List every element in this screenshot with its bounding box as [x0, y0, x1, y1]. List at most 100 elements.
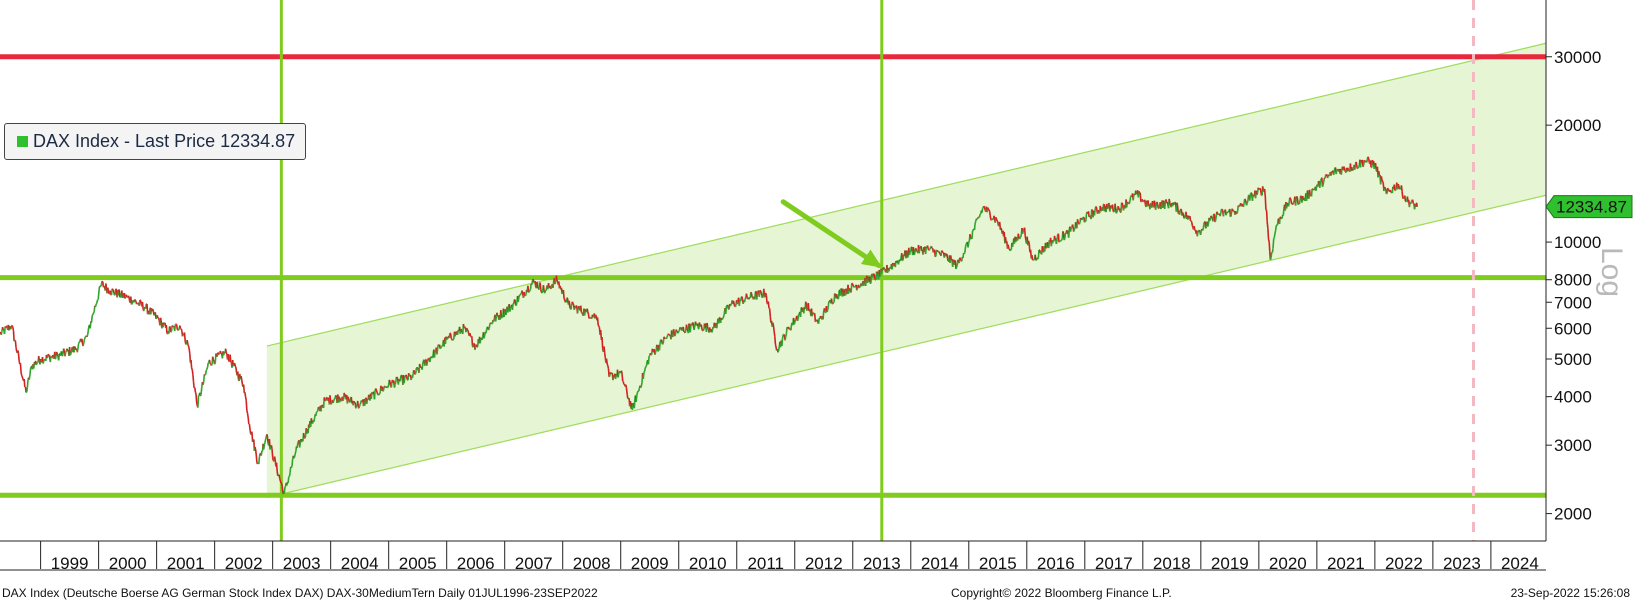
price-segment	[183, 332, 186, 342]
log-scale-label: Log	[1595, 247, 1628, 297]
price-segment	[532, 278, 535, 283]
price-segment	[1106, 207, 1109, 210]
price-segment	[452, 338, 455, 341]
price-segment	[651, 348, 654, 352]
price-segment	[63, 348, 66, 354]
price-segment	[822, 309, 825, 320]
price-segment	[263, 442, 266, 445]
price-segment	[790, 324, 793, 331]
x-tick-label: 2024	[1501, 554, 1539, 573]
price-segment	[781, 338, 784, 347]
price-segment	[95, 302, 98, 305]
price-segment	[92, 311, 95, 314]
price-segment	[793, 322, 796, 325]
price-segment	[707, 327, 709, 330]
price-segment	[509, 306, 512, 312]
price-segment	[817, 317, 820, 324]
price-segment	[978, 213, 981, 218]
price-segment	[1060, 238, 1064, 241]
x-tick-label: 2011	[747, 554, 784, 573]
price-segment	[168, 326, 171, 334]
price-segment	[61, 350, 64, 357]
price-segment	[520, 292, 523, 295]
price-segment	[603, 352, 607, 358]
price-segment	[427, 357, 430, 360]
price-segment	[1019, 233, 1023, 238]
price-segment	[743, 299, 746, 303]
price-segment	[899, 256, 902, 262]
price-segment	[408, 374, 411, 377]
price-segment	[1263, 188, 1267, 197]
y-axis-ticks: 2000 3000 4000 5000 6000 7000 8000 10000 20000 30…	[1546, 48, 1601, 524]
x-tick-label: 2001	[167, 554, 205, 573]
y-tick-label: 10000	[1554, 233, 1601, 252]
price-segment	[774, 343, 777, 348]
price-segment	[784, 333, 788, 337]
price-segment	[213, 362, 217, 365]
price-segment	[555, 275, 558, 280]
price-segment	[913, 253, 916, 256]
price-segment	[1094, 206, 1097, 211]
price-segment	[1317, 180, 1320, 183]
price-segment	[1007, 244, 1010, 249]
price-segment	[1183, 215, 1187, 219]
price-segment	[271, 457, 275, 461]
price-segment	[264, 439, 267, 443]
price-segment	[545, 287, 548, 291]
price-segment	[991, 218, 994, 220]
x-tick-label: 2002	[225, 554, 263, 573]
price-segment	[722, 315, 725, 319]
price-segment	[774, 336, 777, 345]
price-segment	[944, 253, 947, 257]
price-segment	[1415, 202, 1418, 207]
price-segment	[716, 322, 719, 329]
price-segment	[549, 285, 552, 289]
price-segment	[648, 355, 651, 357]
price-segment	[1154, 203, 1158, 210]
price-segment	[64, 351, 67, 357]
price-segment	[1340, 168, 1343, 175]
price-segment	[690, 323, 694, 326]
price-segment	[338, 398, 342, 403]
price-segment	[861, 282, 864, 287]
price-segment	[378, 391, 382, 395]
price-segment	[244, 396, 247, 401]
price-segment	[1411, 199, 1415, 204]
price-segment	[640, 382, 643, 387]
price-segment	[1151, 200, 1154, 206]
price-segment	[270, 445, 273, 449]
price-segment	[524, 293, 527, 297]
price-segment	[672, 329, 675, 333]
price-segment	[330, 400, 333, 405]
price-segment	[1023, 227, 1026, 236]
price-segment	[100, 283, 103, 287]
price-segment	[127, 295, 130, 298]
price-segment	[1149, 203, 1152, 210]
price-segment	[1354, 164, 1357, 170]
price-segment	[1258, 188, 1260, 191]
price-segment	[643, 367, 646, 372]
price-segment	[206, 366, 209, 370]
price-segment	[124, 296, 127, 299]
price-segment	[1063, 238, 1066, 241]
price-segment	[230, 361, 233, 363]
price-segment	[681, 328, 684, 331]
price-segment	[86, 330, 90, 335]
price-segment	[485, 329, 488, 334]
price-segment	[202, 381, 205, 385]
price-segment	[695, 324, 698, 327]
price-segment	[440, 346, 443, 349]
x-tick-label: 2006	[457, 554, 495, 573]
price-segment	[347, 396, 350, 401]
x-tick-label: 2012	[805, 554, 843, 573]
price-segment	[490, 322, 493, 325]
price-segment	[642, 372, 645, 379]
price-segment	[588, 317, 591, 320]
price-segment	[141, 301, 144, 309]
price-segment	[1303, 197, 1307, 202]
price-segment	[1296, 196, 1299, 200]
price-segment	[1163, 201, 1167, 209]
price-segment	[826, 310, 829, 313]
price-segment	[1208, 218, 1212, 222]
price-segment	[1404, 195, 1407, 202]
